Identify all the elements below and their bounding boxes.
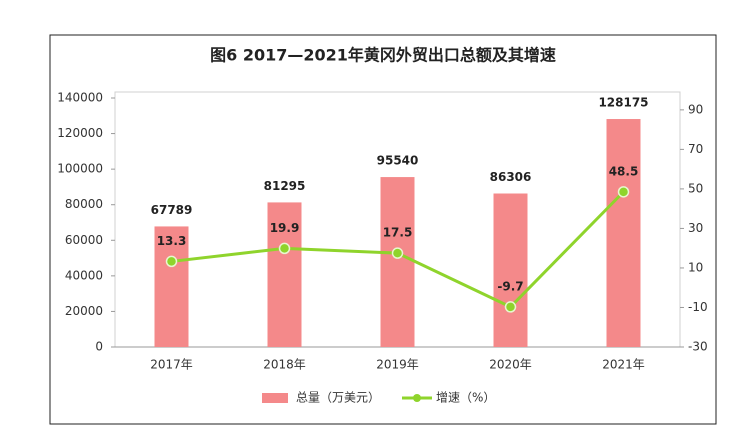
y2-tick-label: 10	[688, 260, 703, 274]
bar-value-label: 95540	[377, 154, 419, 168]
bar	[606, 119, 641, 347]
y2-tick-label: -30	[688, 340, 708, 354]
line-value-label: 19.9	[270, 221, 300, 235]
y-tick-label: 80000	[65, 197, 103, 211]
bar	[154, 226, 189, 347]
bar	[267, 202, 302, 347]
y-tick-label: 140000	[57, 91, 103, 105]
x-tick-label: 2018年	[263, 358, 306, 372]
y-tick-label: 20000	[65, 304, 103, 318]
bar	[380, 177, 415, 347]
bar-value-label: 86306	[490, 170, 532, 184]
bar-value-label: 128175	[598, 96, 648, 110]
line-marker	[617, 186, 630, 198]
line-value-label: -9.7	[497, 279, 523, 293]
y-tick-label: 0	[95, 340, 103, 354]
line-marker	[165, 255, 178, 268]
line-marker	[391, 247, 404, 259]
line-marker	[504, 301, 517, 313]
legend-swatch	[262, 393, 288, 403]
line-value-label: 48.5	[609, 164, 639, 178]
bar	[493, 193, 528, 347]
y2-tick-label: 90	[688, 102, 703, 116]
y2-tick-label: -10	[688, 300, 708, 314]
legend-marker	[413, 394, 421, 402]
x-tick-label: 2017年	[150, 358, 193, 372]
x-tick-label: 2021年	[602, 358, 645, 372]
line-marker	[278, 242, 291, 255]
y-tick-label: 100000	[57, 162, 103, 176]
line-value-label: 17.5	[383, 226, 413, 240]
y2-tick-label: 30	[688, 221, 703, 235]
chart-title: 图6 2017—2021年黄冈外贸出口总额及其增速	[210, 46, 556, 65]
y-tick-label: 40000	[65, 268, 103, 282]
y2-tick-label: 50	[688, 181, 703, 195]
bar-value-label: 67789	[151, 203, 193, 217]
y-tick-label: 60000	[65, 233, 103, 247]
line-value-label: 13.3	[157, 234, 187, 248]
x-tick-label: 2020年	[489, 358, 532, 372]
y-tick-label: 120000	[57, 126, 103, 140]
bar-value-label: 81295	[264, 179, 306, 193]
legend-label: 总量（万美元）	[296, 391, 380, 405]
x-tick-label: 2019年	[376, 358, 419, 372]
legend-label: 增速（%）	[436, 391, 495, 405]
y2-tick-label: 70	[688, 142, 703, 156]
